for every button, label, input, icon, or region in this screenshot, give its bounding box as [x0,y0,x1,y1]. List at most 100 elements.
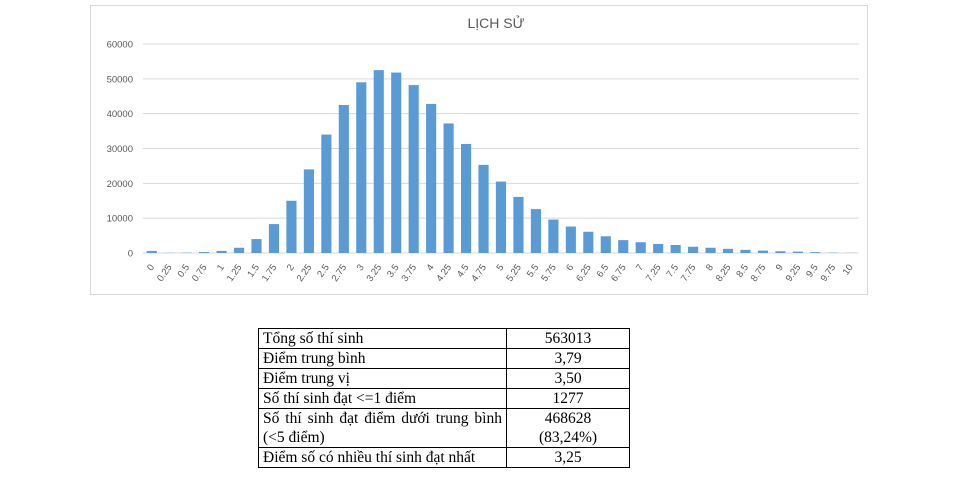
bar [443,123,454,253]
bar [338,104,349,253]
bar [810,252,821,253]
bar [792,251,803,253]
x-tick-label: 7 [634,262,646,273]
bar [757,250,769,253]
row-value-line: (83,24%) [538,429,598,446]
row-value: 1277 [506,388,630,409]
row-value: 3,50 [506,368,630,389]
x-tick-label: 4.75 [469,262,489,283]
table-row: Tổng số thí sinh 563013 [258,328,630,349]
y-tick-label: 40000 [107,109,133,120]
row-label: Điểm số có nhiều thí sinh đạt nhất [258,447,507,468]
row-label: Điểm trung bình [258,348,507,369]
x-tick-label: 5 [494,262,506,273]
bar [635,242,646,253]
x-tick-label: 1 [215,262,227,273]
bar [705,247,716,253]
bar [600,236,611,253]
histogram-chart: LỊCH SỬ 0 10000 20000 30000 40000 50000 60000 0 0… [90,5,868,295]
row-value-line: 1277 [552,390,584,407]
bar [548,219,559,253]
row-label: Số thí sinh đạt điểm dưới trung bình (<5… [258,408,507,448]
bar [373,70,384,253]
bar [426,103,437,253]
bar [670,244,681,253]
bar [233,247,245,253]
bar [618,240,629,253]
x-tick-label: 1.75 [260,262,280,283]
bar [461,143,472,253]
bar [495,181,507,253]
x-tick-label: 9.25 [784,262,804,283]
x-tick-label: 0.25 [155,262,175,283]
x-tick-label: 7.25 [644,262,664,283]
x-tick-label: 1.25 [225,262,245,283]
bar [513,196,524,253]
bar [688,246,699,253]
x-tick-label: 3 [355,262,367,273]
bar [775,251,786,253]
x-tick-label: 6.75 [609,262,629,283]
x-tick-label: 4 [425,262,437,273]
bar [303,169,314,253]
y-tick-label: 0 [128,249,133,260]
x-tick-label: 5.25 [504,262,524,283]
table-row: Số thí sinh đạt <=1 điểm 1277 [258,388,630,409]
x-tick-label: 7.75 [679,262,699,283]
bar [391,72,402,254]
x-tick-label: 5.75 [539,262,559,283]
bar [321,134,332,253]
y-tick-label: 50000 [107,74,133,85]
bar [530,209,541,253]
row-label: Tổng số thí sinh [258,328,507,349]
bar [356,82,367,253]
x-tick-label: 6 [564,262,576,273]
row-label: Điểm trung vị [258,368,507,389]
x-tick-label: 0 [145,262,157,273]
y-tick-label: 30000 [107,144,133,155]
y-tick-label: 60000 [107,40,133,51]
bar [268,224,280,253]
bar [408,85,419,253]
statistics-table: Tổng số thí sinh 563013 Điểm trung bình 3,7… [258,328,630,468]
row-value-line: 563013 [544,330,592,347]
row-value: 563013 [506,328,630,349]
y-tick-label: 20000 [107,179,133,190]
bar [251,239,262,253]
row-value-line: 3,50 [554,370,582,387]
x-tick-label: 8.75 [749,262,769,283]
bar [199,251,210,253]
row-value: 468628 (83,24%) [506,408,630,448]
bar [146,250,157,253]
table-row: Điểm trung bình 3,79 [258,348,630,369]
row-value: 3,79 [506,348,630,369]
row-value-line: 3,79 [554,350,582,367]
x-tick-label: 8 [704,262,716,273]
x-tick-label: 2.25 [295,262,315,283]
bar [653,243,664,253]
x-tick-label: 6.25 [574,262,594,283]
x-tick-label: 2.75 [330,262,350,283]
bar [565,226,576,253]
bar [740,249,751,253]
x-tick-label: 3.75 [400,262,420,283]
x-tick-label: 8.25 [714,262,734,283]
x-tick-label: 0.75 [190,262,210,283]
chart-title: LỊCH SỬ [467,14,524,31]
bar [286,200,297,253]
bar [216,250,227,253]
x-tick-label: 9.75 [819,262,839,283]
row-value: 3,25 [506,447,630,468]
table-row: Điểm trung vị 3,50 [258,368,630,389]
table-row: Điểm số có nhiều thí sinh đạt nhất 3,25 [258,447,630,468]
row-value-line: 3,25 [554,449,582,466]
x-tick-label: 4.25 [434,262,454,283]
y-tick-label: 10000 [107,214,133,225]
statistics-table-body: Tổng số thí sinh 563013 Điểm trung bình 3,7… [258,328,630,468]
row-value-line: 468628 [544,410,592,427]
row-label: Số thí sinh đạt <=1 điểm [258,388,507,409]
table-row: Số thí sinh đạt điểm dưới trung bình (<5… [258,408,630,448]
x-tick-label: 10 [841,262,856,277]
chart-svg: LỊCH SỬ010000200003000040000500006000000… [107,14,859,284]
x-tick-label: 2 [285,262,297,273]
